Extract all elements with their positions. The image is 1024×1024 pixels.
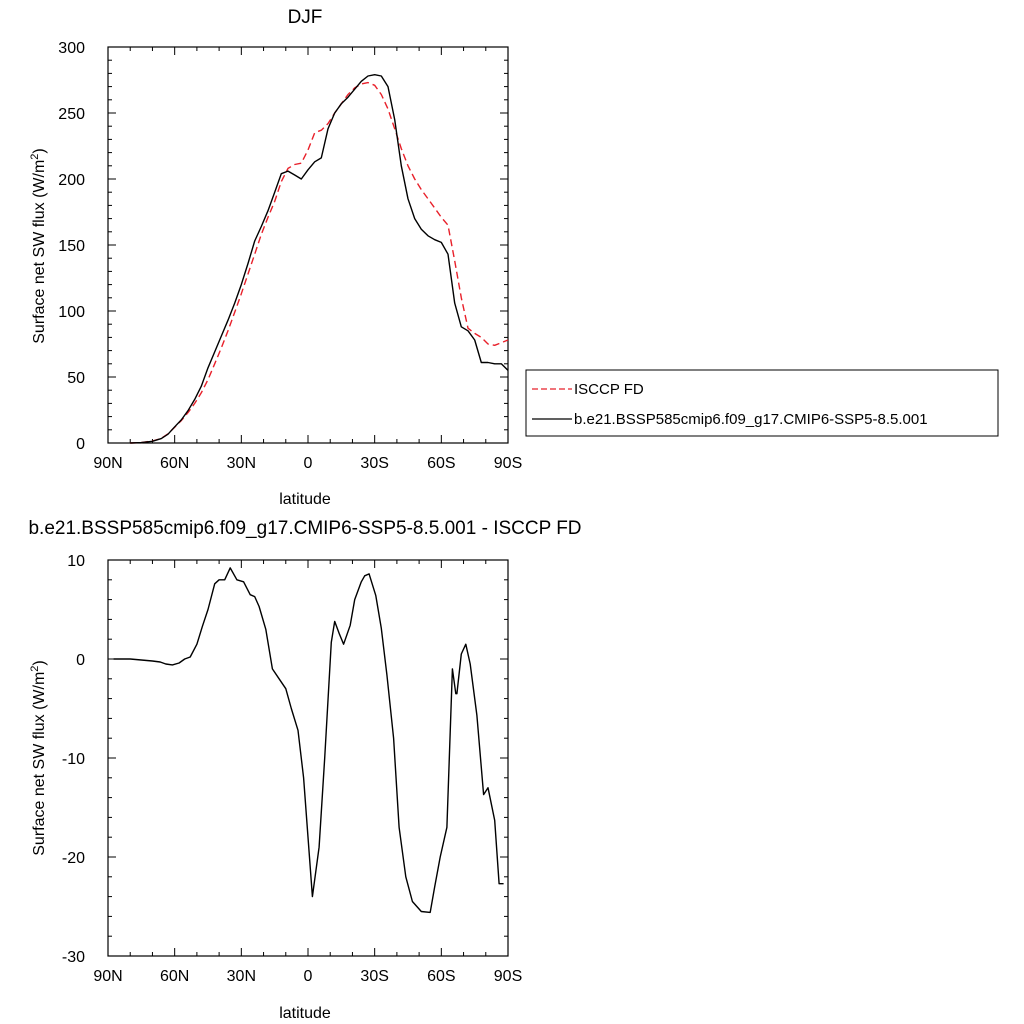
bottom-x-tick-label: 30S (360, 968, 388, 985)
bottom-y-tick-label: -20 (62, 850, 85, 867)
top-y-tick-label: 0 (76, 436, 85, 453)
legend: ISCCP FD b.e21.BSSP585cmip6.f09_g17.CMIP… (525, 369, 999, 437)
bottom-y-axis-label: Surface net SW flux (W/m2) (29, 660, 48, 856)
top-y-tick-label: 200 (58, 172, 85, 189)
bottom-x-tick-label: 60N (160, 968, 189, 985)
top-y-tick-label: 300 (58, 40, 85, 57)
legend-label-isccp: ISCCP FD (574, 381, 644, 398)
legend-box (525, 369, 999, 437)
top-x-ticks: 90N 60N 30N 0 30S 60S 90S (93, 47, 522, 472)
bottom-y-tick-label: 0 (76, 652, 85, 669)
bottom-x-ticks: 90N 60N 30N 0 30S 60S 90S (93, 560, 522, 985)
top-x-tick-label: 60N (160, 455, 189, 472)
bottom-series-line-0 (113, 567, 504, 914)
bottom-x-tick-label: 90S (494, 968, 522, 985)
top-x-tick-label: 90S (494, 455, 522, 472)
top-x-tick-label: 30N (227, 455, 256, 472)
top-y-axis-label: Surface net SW flux (W/m2) (29, 148, 48, 344)
bottom-series (113, 567, 504, 914)
bottom-panel: b.e21.BSSP585cmip6.f09_g17.CMIP6-SSP5-8.… (28, 518, 581, 1022)
top-series-line-0 (130, 81, 509, 444)
legend-label-model: b.e21.BSSP585cmip6.f09_g17.CMIP6-SSP5-8.… (574, 411, 928, 428)
bottom-x-tick-label: 90N (93, 968, 122, 985)
bottom-y-tick-label: -10 (62, 751, 85, 768)
bottom-x-tick-label: 0 (304, 968, 313, 985)
bottom-chart-title: b.e21.BSSP585cmip6.f09_g17.CMIP6-SSP5-8.… (28, 518, 581, 539)
top-y-tick-label: 250 (58, 106, 85, 123)
bottom-plot-frame (107, 559, 509, 957)
top-x-axis-label: latitude (279, 491, 331, 508)
top-y-tick-label: 100 (58, 304, 85, 321)
top-series-line-1 (130, 73, 509, 444)
top-plot-frame (107, 46, 509, 444)
bottom-y-ticks: -30 -20 -10 0 10 (62, 553, 508, 966)
top-chart-title: DJF (288, 7, 323, 28)
bottom-x-tick-label: 30N (227, 968, 256, 985)
top-x-tick-label: 60S (427, 455, 455, 472)
bottom-x-tick-label: 60S (427, 968, 455, 985)
bottom-x-axis-label: latitude (279, 1005, 331, 1022)
bottom-y-tick-label: -30 (62, 949, 85, 966)
top-x-tick-label: 90N (93, 455, 122, 472)
top-y-tick-label: 50 (67, 370, 85, 387)
top-panel: DJF 90N 60N 30N 0 30S 60S 90S 0 50 100 150 200 250 3… (29, 7, 522, 508)
top-x-tick-label: 0 (304, 455, 313, 472)
bottom-y-tick-label: 10 (67, 553, 85, 570)
top-y-tick-label: 150 (58, 238, 85, 255)
top-y-ticks: 0 50 100 150 200 250 300 (58, 40, 508, 453)
top-x-tick-label: 30S (360, 455, 388, 472)
top-series (130, 73, 509, 444)
